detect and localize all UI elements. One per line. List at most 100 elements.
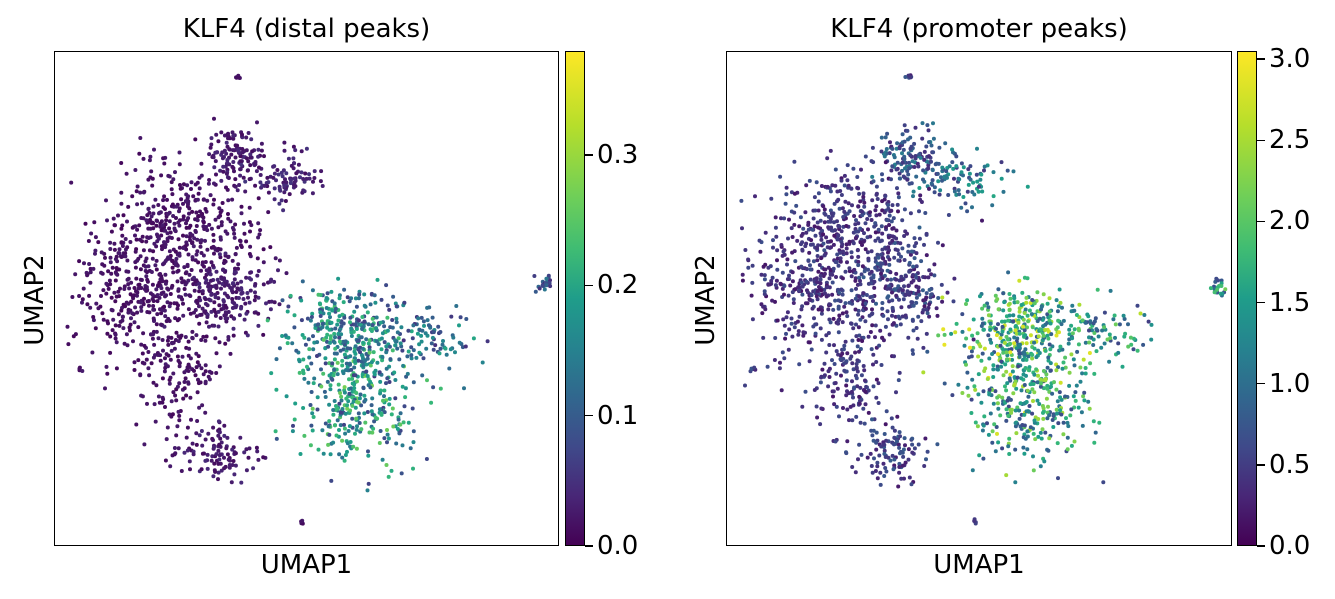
cell-point (163, 405, 167, 409)
cell-point (343, 411, 348, 416)
cell-point (353, 431, 357, 436)
cell-point (438, 330, 443, 334)
cell-point (181, 396, 186, 401)
cell-point (889, 177, 893, 182)
cell-point (827, 245, 832, 250)
cell-point (172, 226, 177, 231)
cell-point (966, 182, 971, 187)
cell-point (173, 260, 178, 265)
cell-point (274, 357, 279, 362)
cell-point (181, 233, 185, 238)
cell-point (256, 269, 261, 273)
cell-point (337, 428, 341, 432)
cell-point (201, 334, 206, 339)
cell-point (393, 396, 398, 401)
cell-point (895, 439, 899, 444)
cell-point (916, 289, 921, 294)
cell-point (800, 284, 805, 289)
cell-point (138, 254, 143, 259)
cell-point (222, 455, 226, 460)
cell-point (927, 268, 932, 273)
cell-point (192, 368, 196, 373)
cell-point (1078, 365, 1083, 370)
cell-point (863, 378, 867, 383)
cell-point (865, 250, 870, 255)
cell-point (154, 287, 159, 292)
cell-point (154, 223, 159, 228)
cell-point (885, 309, 890, 314)
cell-point (879, 252, 883, 257)
cell-point (212, 300, 217, 305)
cell-point (1015, 300, 1020, 305)
cell-point (213, 295, 218, 300)
cell-point (844, 224, 849, 228)
cell-point (861, 291, 866, 296)
cell-point (462, 386, 466, 391)
cell-point (144, 239, 149, 244)
cell-point (914, 295, 919, 300)
cell-point (230, 225, 235, 230)
cell-point (1045, 312, 1050, 317)
cell-point (878, 470, 883, 475)
cell-point (353, 359, 357, 364)
cell-point (825, 239, 830, 244)
cell-point (1012, 341, 1017, 346)
cell-point (332, 331, 337, 336)
cell-point (873, 469, 878, 473)
cell-point (163, 228, 168, 233)
cell-point (895, 248, 900, 253)
cell-point (877, 212, 882, 217)
cell-point (796, 332, 801, 337)
cell-point (847, 300, 852, 305)
cell-point (1022, 311, 1027, 315)
cell-point (839, 193, 844, 197)
cell-point (163, 458, 168, 463)
cell-point (1061, 360, 1066, 365)
cell-point (940, 243, 945, 248)
cell-point (145, 270, 149, 275)
cell-point (1048, 347, 1053, 352)
cell-point (1013, 447, 1018, 452)
cell-point (1047, 309, 1052, 314)
cell-point (870, 311, 875, 316)
cell-point (203, 297, 208, 302)
cell-point (819, 337, 824, 342)
cell-point (1013, 324, 1018, 328)
cell-point (922, 157, 927, 162)
cell-point (1094, 349, 1099, 354)
cell-point (218, 237, 223, 242)
cell-point (1086, 399, 1091, 404)
cell-point (950, 393, 955, 398)
cell-point (864, 293, 869, 297)
cell-point (740, 278, 745, 283)
cell-point (1000, 446, 1005, 451)
cell-point (824, 294, 829, 299)
cell-point (782, 216, 787, 221)
cell-point (1002, 300, 1007, 305)
cell-point (1043, 377, 1048, 382)
cell-point (213, 217, 218, 222)
cell-point (125, 245, 130, 250)
cell-point (247, 205, 252, 210)
cell-point (989, 340, 994, 345)
cell-point (822, 271, 827, 276)
cell-point (1045, 386, 1050, 391)
cell-point (1101, 480, 1106, 485)
cell-point (424, 346, 429, 351)
cell-point (199, 467, 204, 472)
cell-point (819, 184, 824, 188)
cell-point (299, 298, 304, 303)
cell-point (800, 404, 805, 409)
cell-point (836, 304, 841, 309)
cell-point (924, 457, 928, 462)
cell-point (129, 316, 133, 321)
cell-point (69, 180, 74, 185)
cell-point (1000, 324, 1005, 329)
cell-point (306, 337, 311, 342)
cell-point (189, 417, 193, 422)
cell-point (119, 226, 124, 231)
cell-point (206, 284, 211, 289)
cell-point (894, 236, 899, 241)
cell-point (94, 301, 99, 306)
cell-point (824, 333, 829, 338)
